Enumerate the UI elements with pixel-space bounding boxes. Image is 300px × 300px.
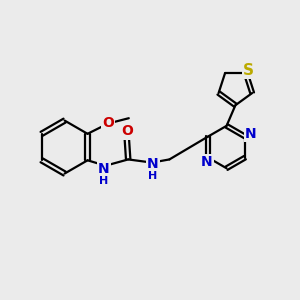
Text: H: H (99, 176, 108, 186)
Text: O: O (102, 116, 114, 130)
Text: N: N (98, 162, 109, 176)
Text: N: N (201, 155, 212, 169)
Text: O: O (121, 124, 133, 138)
Text: H: H (148, 171, 157, 181)
Text: N: N (245, 127, 256, 140)
Text: S: S (243, 63, 254, 78)
Text: N: N (147, 157, 158, 171)
